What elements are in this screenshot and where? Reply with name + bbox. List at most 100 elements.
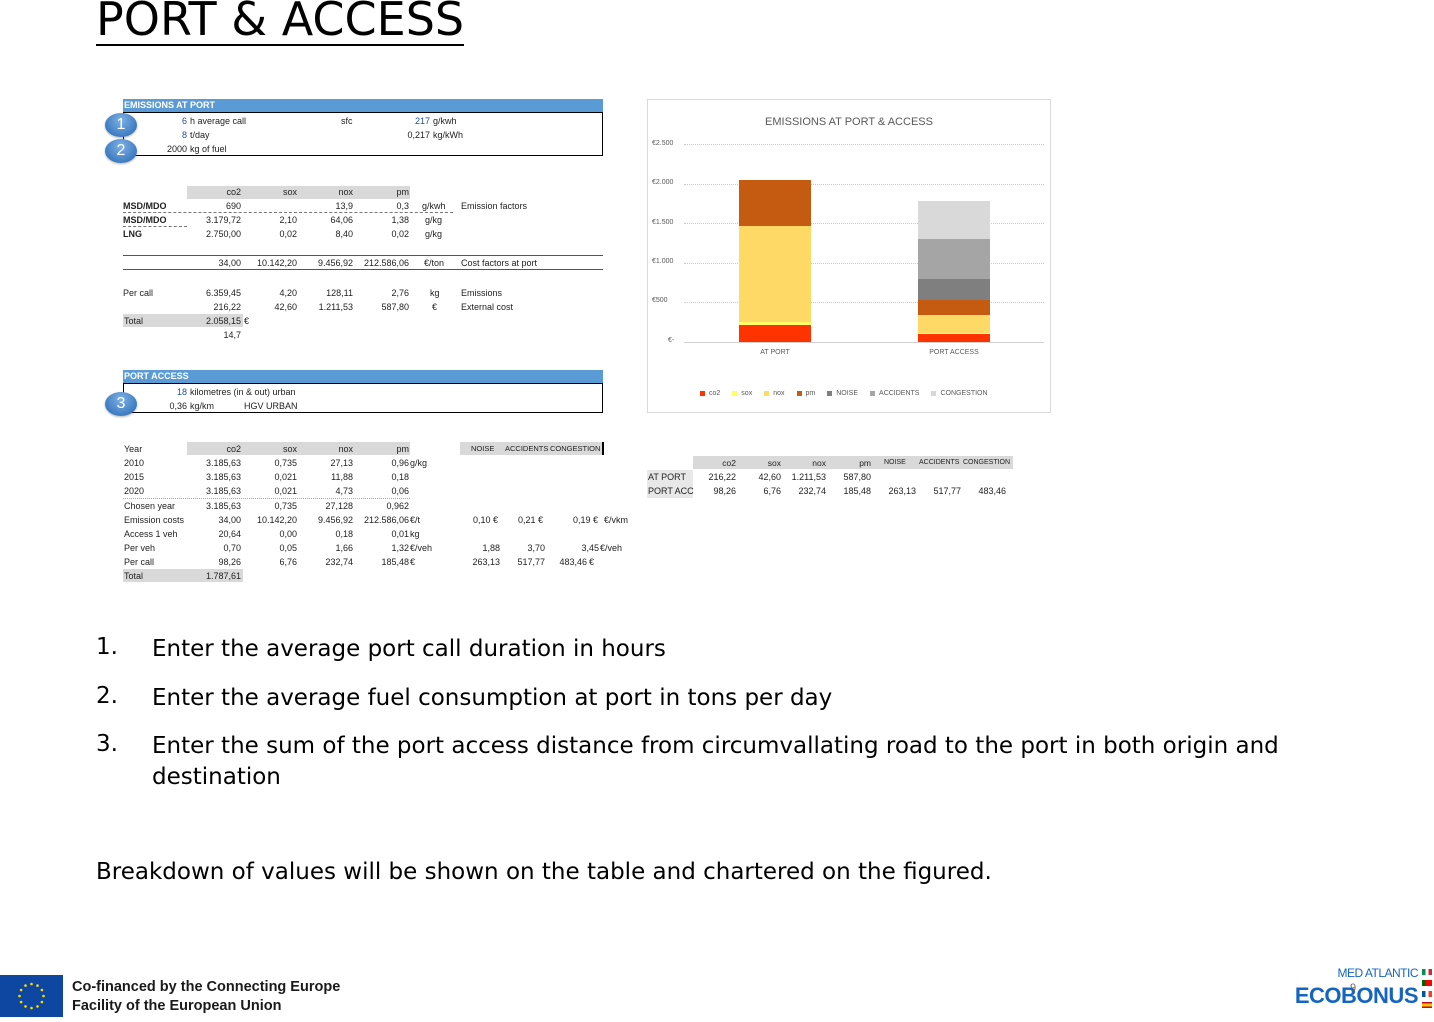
sfc-value: 217 xyxy=(414,116,430,126)
kg-kwh-value: 0,217 xyxy=(407,130,430,140)
cell-nox: 27,128 xyxy=(325,501,353,511)
table-row: Per veh 0,70 0,05 1,66 1,32 €/veh 1,88 3… xyxy=(123,542,643,554)
legend-item-pm: pm xyxy=(796,390,815,397)
instruction-number: 3. xyxy=(96,731,118,757)
external-cost-row: 216,22 42,60 1.211,53 587,80 € External … xyxy=(123,301,603,313)
per-call-label: Per call xyxy=(123,288,154,298)
ytick: €2.500 xyxy=(652,140,674,147)
step-badge-3: 3 xyxy=(105,392,137,416)
factor-row-label: MSD/MDO xyxy=(123,201,167,211)
legend-label: co2 xyxy=(709,390,721,397)
ext-cost-co2: 216,22 xyxy=(213,302,241,312)
gridline xyxy=(684,223,1044,224)
cost-factors-note: Cost factors at port xyxy=(461,258,538,268)
row-label: PORT ACC xyxy=(648,486,694,496)
cell-nox: 9.456,92 xyxy=(317,515,353,525)
row-label: Chosen year xyxy=(124,501,176,511)
per-call-sox: 4,20 xyxy=(279,288,297,298)
factor-co2: 3.179,72 xyxy=(205,215,241,225)
tons-per-day-label: t/day xyxy=(190,130,210,140)
bar-seg-co2 xyxy=(739,325,811,342)
cell-sox: 10.142,20 xyxy=(256,515,297,525)
cell-sox: 0,021 xyxy=(274,486,297,496)
divider xyxy=(123,269,603,270)
cell-unit: g/kg xyxy=(410,458,428,468)
per-call-nox: 128,11 xyxy=(326,288,353,298)
cell-pm: 0,962 xyxy=(386,501,409,511)
cost-pm: 212.586,06 xyxy=(363,258,409,268)
col-pm: pm xyxy=(396,187,409,197)
legend-swatch xyxy=(764,391,770,396)
col-co2: co2 xyxy=(226,444,241,454)
table-row: Chosen year 3.185,63 0,735 27,128 0,962 xyxy=(123,500,603,512)
input-row-fuel: 2000 kg of fuel xyxy=(123,143,603,155)
input-row-tons-day: 8 t/day 0,217 kg/kWh xyxy=(123,129,603,141)
cell-noise: 263,13 xyxy=(888,486,916,496)
divider xyxy=(123,255,603,256)
factor-unit: g/kwh xyxy=(422,201,446,211)
access-header-row: Year co2 sox nox pm NOISE ACCIDENTS CONG… xyxy=(123,443,603,455)
table-row: Emission costs 34,00 10.142,20 9.456,92 … xyxy=(123,514,643,526)
cell-co2: 0,70 xyxy=(223,543,241,553)
chart-title: EMISSIONS AT PORT & ACCESS xyxy=(765,116,933,128)
call-hours-input[interactable]: 6 xyxy=(181,116,187,126)
eu-stars-icon xyxy=(18,982,45,1010)
cofinanced-line-1: Co-financed by the Connecting Europe xyxy=(72,979,341,995)
col-year: Year xyxy=(124,444,143,454)
legend-swatch xyxy=(796,391,802,396)
cell-congestion: 0,19 € xyxy=(572,515,598,525)
cell-accidents: 0,21 € xyxy=(517,515,543,525)
cell-pm: 0,06 xyxy=(391,486,409,496)
total-label: Total xyxy=(124,316,144,326)
col-accidents: ACCIDENTS xyxy=(505,444,549,453)
gridline xyxy=(684,144,1044,145)
kgkm-label: kg/km xyxy=(190,401,215,411)
legend-item-nox: nox xyxy=(764,390,785,397)
cell-nox: 1.211,53 xyxy=(791,472,826,482)
bar-seg-co2 xyxy=(918,334,990,342)
total-unit: € xyxy=(244,316,250,326)
cell-pm: 212.586,06 xyxy=(363,515,409,525)
row-label: 2010 xyxy=(124,458,145,468)
per-call-pm: 2,76 xyxy=(391,288,409,298)
tons-per-day-input[interactable]: 8 xyxy=(181,130,187,140)
col-congestion: CONGESTION xyxy=(963,459,1011,466)
x-label-at-port: AT PORT xyxy=(760,349,790,356)
col-nox: nox xyxy=(338,187,353,197)
bar-seg-pm xyxy=(739,180,811,226)
cell-noise: 1,88 xyxy=(482,543,500,553)
x-label-port-access: PORT ACCESS xyxy=(929,349,979,356)
row-label: 2015 xyxy=(124,472,145,482)
per-call-row: Per call 6.359,45 4,20 128,11 2,76 kg Em… xyxy=(123,287,603,299)
legend-swatch xyxy=(870,391,876,396)
bar-seg-congestion xyxy=(918,201,990,239)
km-input[interactable]: 18 xyxy=(176,387,187,397)
legend-swatch xyxy=(931,391,937,396)
bar-seg-accidents xyxy=(918,239,990,279)
sfc-label: sfc xyxy=(341,116,353,126)
flag-france-icon xyxy=(1422,991,1432,997)
chart-legend: co2 sox nox pm NOISE ACCIDENTS CONGESTIO… xyxy=(700,390,1000,397)
factor-co2: 2.750,00 xyxy=(205,229,241,239)
table-row: 2020 3.185,63 0,021 4,73 0,06 xyxy=(123,485,603,497)
cell-sox: 0,735 xyxy=(274,458,297,468)
input-row-kgkm: 0,36 kg/km HGV URBAN xyxy=(123,400,603,412)
breakdown-note: Breakdown of values will be shown on the… xyxy=(96,859,992,885)
page-title: PORT & ACCESS xyxy=(96,0,465,46)
flag-spain-icon xyxy=(1422,1002,1432,1008)
cell-ext-unit: €/veh xyxy=(600,543,623,553)
cell-pm: 0,01 xyxy=(391,529,409,539)
col-sox: sox xyxy=(282,187,297,197)
kg-kwh-unit: kg/kWh xyxy=(433,130,464,140)
factor-row-label: LNG xyxy=(123,229,142,239)
x-axis xyxy=(684,342,1044,343)
cell-accidents: 517,77 xyxy=(517,557,545,567)
cell-co2: 98,26 xyxy=(713,486,736,496)
call-hours-label: h average call xyxy=(190,116,247,126)
cell-sox: 42,60 xyxy=(758,472,781,482)
bar-seg-sox xyxy=(739,322,811,325)
extra-row: 14,7 xyxy=(123,329,603,341)
factor-pm: 1,38 xyxy=(391,215,409,225)
cell-noise: 263,13 xyxy=(472,557,500,567)
cell-pm: 587,80 xyxy=(843,472,871,482)
